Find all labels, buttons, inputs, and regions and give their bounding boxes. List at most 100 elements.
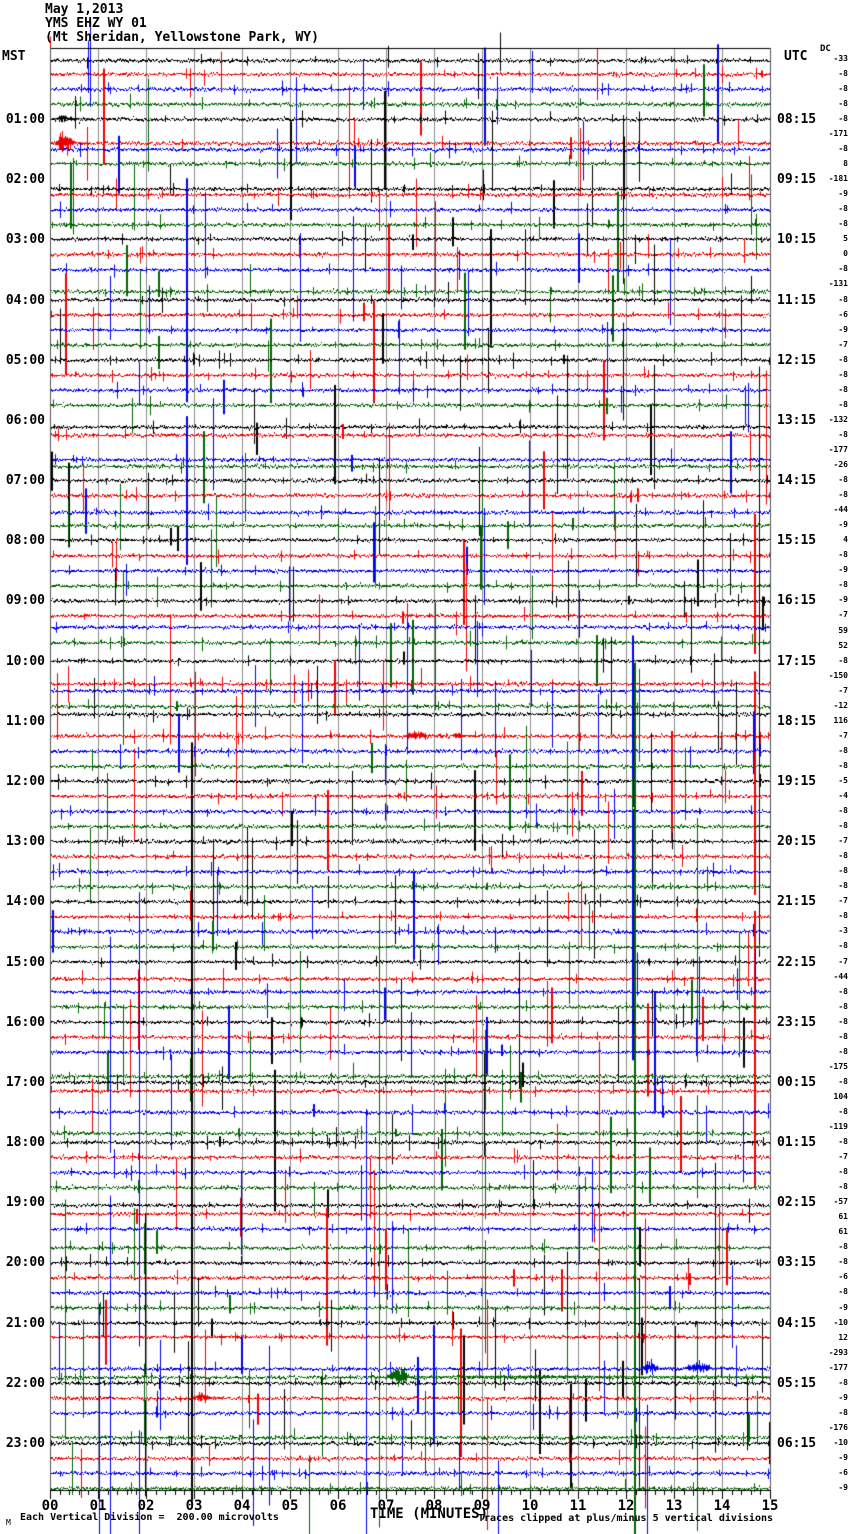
x-tick-label: 15 <box>761 1498 779 1514</box>
dc-value: 8 <box>843 159 848 169</box>
dc-value: -4 <box>838 791 848 800</box>
dc-value: -8 <box>838 986 848 996</box>
mst-hour-label: 17:00 <box>5 1074 45 1090</box>
dc-value: -7 <box>838 956 848 966</box>
mst-hour-label: 06:00 <box>5 412 45 428</box>
x-tick-label: 08 <box>425 1498 443 1514</box>
dc-value: -57 <box>833 1197 848 1207</box>
dc-value: -7 <box>838 685 848 695</box>
x-tick-label: 11 <box>569 1498 587 1514</box>
dc-value: -131 <box>828 279 848 289</box>
dc-value: -8 <box>838 475 848 485</box>
x-tick-label: 00 <box>41 1498 59 1514</box>
station-location: (Mt Sheridan, Yellowstone Park, WY) <box>45 30 319 45</box>
dc-value: -8 <box>838 1407 848 1417</box>
dc-value: -33 <box>833 53 848 63</box>
utc-hour-label: 11:15 <box>777 292 817 308</box>
mst-hour-label: 03:00 <box>5 232 45 248</box>
dc-value: -8 <box>838 1046 848 1056</box>
dc-value: -8 <box>838 1031 848 1041</box>
dc-value: -8 <box>838 1287 848 1297</box>
dc-value: -8 <box>838 550 848 560</box>
dc-value: -8 <box>838 98 848 108</box>
x-tick-label: 12 <box>617 1498 635 1514</box>
dc-value: -26 <box>833 460 848 469</box>
dc-value: -8 <box>838 866 848 876</box>
mst-hour-label: 13:00 <box>5 834 45 850</box>
utc-hour-label: 14:15 <box>777 473 817 489</box>
dc-value: -8 <box>838 113 848 123</box>
utc-hour-label: 05:15 <box>777 1375 817 1391</box>
mst-hour-label: 05:00 <box>5 352 45 368</box>
utc-hour-label: 15:15 <box>777 533 817 549</box>
dc-value: -9 <box>838 1483 848 1493</box>
dc-value: 59 <box>838 625 848 635</box>
x-tick-label: 04 <box>233 1498 251 1514</box>
corner-mark: M <box>6 1518 11 1527</box>
utc-hour-label: 03:15 <box>777 1255 817 1271</box>
dc-value: -6 <box>838 1272 848 1282</box>
dc-value: -150 <box>828 670 848 680</box>
dc-value: -9 <box>838 189 848 199</box>
dc-value: -8 <box>838 745 848 755</box>
utc-hour-label: 12:15 <box>777 352 817 368</box>
dc-value: -8 <box>838 941 848 951</box>
utc-hour-label: 23:15 <box>777 1014 817 1030</box>
dc-value: -8 <box>838 204 848 214</box>
dc-value: -10 <box>833 1437 848 1447</box>
dc-value: -8 <box>838 384 848 394</box>
dc-value: -8 <box>838 580 848 590</box>
dc-value: -8 <box>838 1167 848 1177</box>
dc-value: -119 <box>828 1121 848 1131</box>
dc-value: -8 <box>838 68 848 78</box>
dc-value: -175 <box>828 1061 848 1071</box>
utc-hour-label: 22:15 <box>777 954 817 970</box>
x-tick-label: 09 <box>473 1498 491 1514</box>
left-axis-header: MST <box>2 49 26 64</box>
dc-value: 116 <box>833 715 848 725</box>
mst-hour-label: 10:00 <box>5 653 45 669</box>
dc-value: -8 <box>838 399 848 409</box>
dc-value: -8 <box>838 1242 848 1252</box>
dc-value: -177 <box>828 444 848 454</box>
dc-value: -8 <box>838 1076 848 1086</box>
utc-hour-label: 16:15 <box>777 593 817 609</box>
dc-value: 61 <box>838 1212 848 1222</box>
dc-value: 0 <box>843 249 848 259</box>
dc-value: -9 <box>838 595 848 605</box>
x-tick-label: 13 <box>665 1498 683 1514</box>
dc-value: -181 <box>828 174 848 184</box>
dc-value: -10 <box>833 1317 848 1327</box>
dc-value: -9 <box>838 1302 848 1312</box>
dc-value: -9 <box>838 520 848 530</box>
mst-hour-label: 23:00 <box>5 1435 45 1451</box>
dc-value: -5 <box>838 775 848 785</box>
dc-value: -8 <box>838 655 848 665</box>
dc-value: -8 <box>838 1257 848 1267</box>
dc-value: -8 <box>838 429 848 439</box>
mst-hour-label: 20:00 <box>5 1255 45 1271</box>
utc-hour-label: 21:15 <box>777 894 817 910</box>
dc-value: -7 <box>838 610 848 620</box>
dc-value: -8 <box>838 1106 848 1116</box>
dc-value: -8 <box>838 1182 848 1192</box>
utc-hour-label: 01:15 <box>777 1135 817 1151</box>
dc-value: -44 <box>833 505 848 515</box>
x-tick-label: 06 <box>329 1498 347 1514</box>
dc-value: -8 <box>838 806 848 816</box>
utc-hour-label: 18:15 <box>777 713 817 729</box>
dc-value: -8 <box>838 881 848 891</box>
clip-note: Traces clipped at plus/minus 5 vertical … <box>478 1513 774 1524</box>
utc-hour-label: 06:15 <box>777 1435 817 1451</box>
dc-value: -7 <box>838 1152 848 1162</box>
utc-hour-label: 10:15 <box>777 232 817 248</box>
date-title: May 1,2013 <box>45 2 124 17</box>
dc-value: 12 <box>838 1332 848 1342</box>
dc-value: -9 <box>838 1452 848 1462</box>
x-tick-label: 10 <box>521 1498 539 1514</box>
dc-value: -9 <box>838 565 848 575</box>
dc-value: -8 <box>838 294 848 304</box>
mst-hour-label: 01:00 <box>5 111 45 127</box>
dc-value: -8 <box>838 490 848 500</box>
